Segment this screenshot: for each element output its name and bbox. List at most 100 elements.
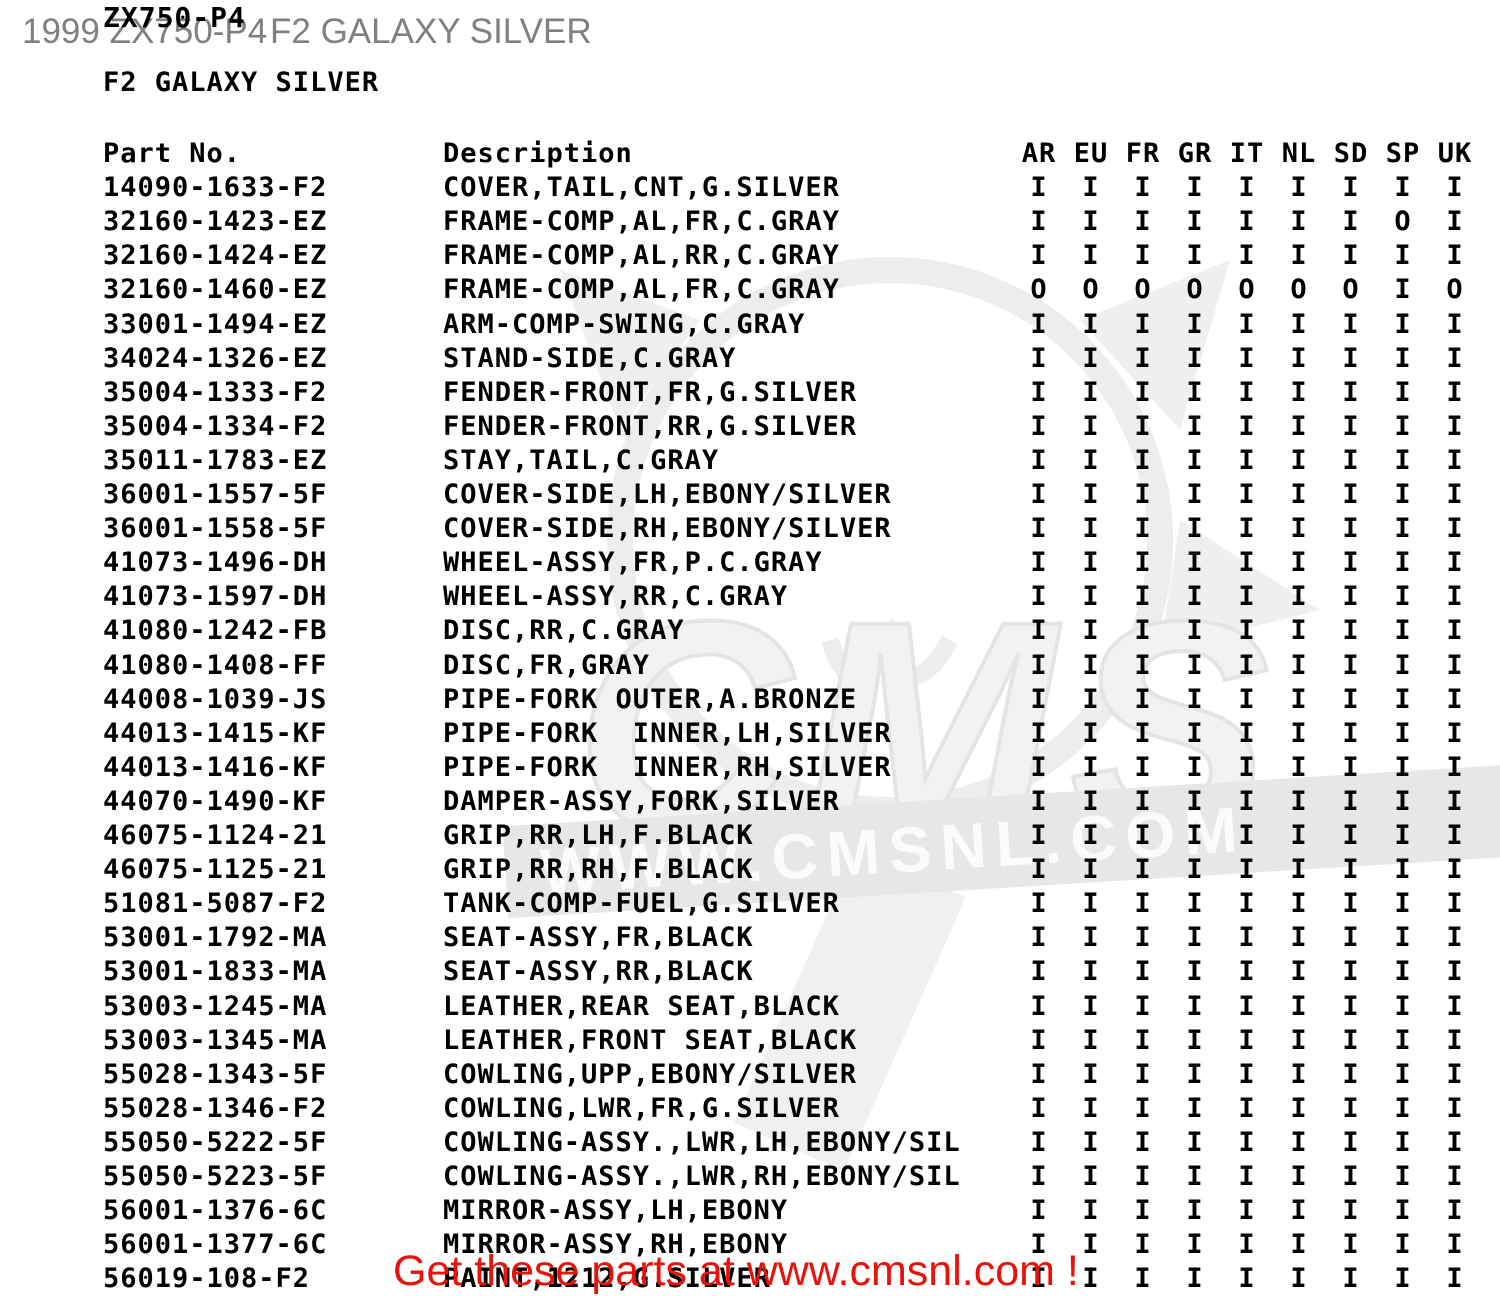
part-number-cell: 36001-1558-5F: [103, 513, 328, 544]
flag-column-header: IT: [1229, 138, 1265, 169]
availability-flag-cell: I: [1290, 479, 1308, 510]
availability-flag-cell: I: [1030, 1093, 1048, 1124]
availability-flag-cell: I: [1030, 513, 1048, 544]
availability-flag-cell: I: [1238, 206, 1256, 237]
description-cell: DISC,RR,C.GRAY: [443, 615, 685, 646]
availability-flag-cell: I: [1290, 581, 1308, 612]
availability-flag-cell: I: [1446, 1161, 1464, 1192]
availability-flag-cell: I: [1290, 1025, 1308, 1056]
description-cell: TANK-COMP-FUEL,G.SILVER: [443, 888, 840, 919]
part-number-cell: 32160-1424-EZ: [103, 240, 328, 271]
availability-flag-cell: I: [1238, 1025, 1256, 1056]
availability-flag-cell: O: [1238, 274, 1256, 305]
availability-flag-cell: I: [1342, 956, 1360, 987]
page-title-color: F2 GALAXY SILVER: [270, 12, 592, 51]
availability-flag-cell: I: [1186, 377, 1204, 408]
part-number-cell: 53001-1792-MA: [103, 922, 328, 953]
availability-flag-cell: I: [1186, 547, 1204, 578]
availability-flag-cell: I: [1394, 377, 1412, 408]
part-number-cell: 53003-1345-MA: [103, 1025, 328, 1056]
flag-column-header: GR: [1177, 138, 1213, 169]
availability-flag-cell: I: [1342, 1229, 1360, 1260]
availability-flag-cell: I: [1342, 684, 1360, 715]
availability-flag-cell: O: [1446, 274, 1464, 305]
availability-flag-cell: I: [1238, 479, 1256, 510]
table-row: 35011-1783-EZ STAY,TAIL,C.GRAY I I I I I I I I I: [0, 444, 1500, 478]
part-number-cell: 32160-1460-EZ: [103, 274, 328, 305]
availability-flag-cell: I: [1342, 1025, 1360, 1056]
description-cell: FENDER-FRONT,FR,G.SILVER: [443, 377, 858, 408]
part-number-cell: 14090-1633-F2: [103, 172, 328, 203]
availability-flag-cell: I: [1134, 991, 1152, 1022]
availability-flag-cell: I: [1238, 1161, 1256, 1192]
availability-flag-cell: I: [1394, 718, 1412, 749]
part-number-cell: 46075-1124-21: [103, 820, 328, 851]
availability-flag-cell: I: [1446, 240, 1464, 271]
availability-flag-cell: O: [1290, 274, 1308, 305]
availability-flag-cell: I: [1186, 854, 1204, 885]
availability-flag-cell: I: [1186, 206, 1204, 237]
availability-flag-cell: I: [1394, 1263, 1412, 1294]
table-row: 32160-1423-EZ FRAME-COMP,AL,FR,C.GRAY I I…: [0, 205, 1500, 239]
availability-flag-cell: I: [1082, 1093, 1100, 1124]
description-cell: COVER-SIDE,LH,EBONY/SILVER: [443, 479, 892, 510]
table-row: 35004-1334-F2 FENDER-FRONT,RR,G.SILVER I…: [0, 410, 1500, 444]
availability-flag-cell: I: [1394, 956, 1412, 987]
flag-column-header: NL: [1281, 138, 1317, 169]
flag-column-header: SP: [1385, 138, 1421, 169]
availability-flag-cell: I: [1134, 684, 1152, 715]
availability-flag-cell: I: [1394, 1229, 1412, 1260]
availability-flag-cell: I: [1238, 718, 1256, 749]
part-number-cell: 36001-1557-5F: [103, 479, 328, 510]
availability-flag-cell: I: [1082, 1025, 1100, 1056]
availability-flag-cell: I: [1290, 615, 1308, 646]
availability-flag-cell: I: [1446, 922, 1464, 953]
availability-flag-cell: I: [1394, 1059, 1412, 1090]
availability-flag-cell: I: [1290, 445, 1308, 476]
availability-flag-cell: I: [1394, 343, 1412, 374]
availability-flag-cell: I: [1134, 888, 1152, 919]
availability-flag-cell: I: [1342, 786, 1360, 817]
availability-flag-cell: I: [1186, 445, 1204, 476]
promo-link[interactable]: Get these parts at www.cmsnl.com !: [393, 1247, 1079, 1295]
availability-flag-cell: I: [1082, 343, 1100, 374]
availability-flag-cell: I: [1238, 343, 1256, 374]
availability-flag-cell: I: [1030, 786, 1048, 817]
availability-flag-cell: I: [1394, 1195, 1412, 1226]
availability-flag-cell: I: [1082, 991, 1100, 1022]
availability-flag-cell: I: [1394, 513, 1412, 544]
availability-flag-cell: I: [1342, 922, 1360, 953]
description-cell: STAY,TAIL,C.GRAY: [443, 445, 720, 476]
availability-flag-cell: I: [1186, 343, 1204, 374]
availability-flag-cell: I: [1238, 411, 1256, 442]
availability-flag-cell: I: [1134, 581, 1152, 612]
part-number-cell: 41073-1597-DH: [103, 581, 328, 612]
availability-flag-cell: I: [1082, 411, 1100, 442]
availability-flag-cell: I: [1186, 172, 1204, 203]
availability-flag-cell: I: [1134, 309, 1152, 340]
availability-flag-cell: I: [1030, 1025, 1048, 1056]
availability-flag-cell: I: [1082, 1195, 1100, 1226]
availability-flag-cell: I: [1030, 240, 1048, 271]
availability-flag-cell: I: [1446, 684, 1464, 715]
availability-flag-cell: I: [1186, 1263, 1204, 1294]
table-row: 56019-108-F2 PAINT,1212,G.SILVER I I I I I I I…: [0, 1262, 1500, 1296]
description-cell: COVER-SIDE,RH,EBONY/SILVER: [443, 513, 892, 544]
availability-flag-cell: I: [1186, 581, 1204, 612]
availability-flag-cell: I: [1082, 206, 1100, 237]
availability-flag-cell: I: [1290, 888, 1308, 919]
availability-flag-cell: I: [1082, 309, 1100, 340]
table-row: 33001-1494-EZ ARM-COMP-SWING,C.GRAY I I I I…: [0, 308, 1500, 342]
availability-flag-cell: I: [1134, 786, 1152, 817]
availability-flag-cell: I: [1186, 786, 1204, 817]
table-row: 35004-1333-F2 FENDER-FRONT,FR,G.SILVER I…: [0, 376, 1500, 410]
availability-flag-cell: I: [1446, 513, 1464, 544]
table-row: 34024-1326-EZ STAND-SIDE,C.GRAY I I I I I I I I…: [0, 342, 1500, 376]
table-row: 53003-1245-MA LEATHER,REAR SEAT,BLACK I I…: [0, 990, 1500, 1024]
availability-flag-cell: I: [1290, 513, 1308, 544]
part-number-cell: 33001-1494-EZ: [103, 309, 328, 340]
availability-flag-cell: I: [1238, 854, 1256, 885]
availability-flag-cell: I: [1290, 956, 1308, 987]
availability-flag-cell: I: [1134, 1127, 1152, 1158]
description-cell: PIPE-FORK OUTER,A.BRONZE: [443, 684, 858, 715]
